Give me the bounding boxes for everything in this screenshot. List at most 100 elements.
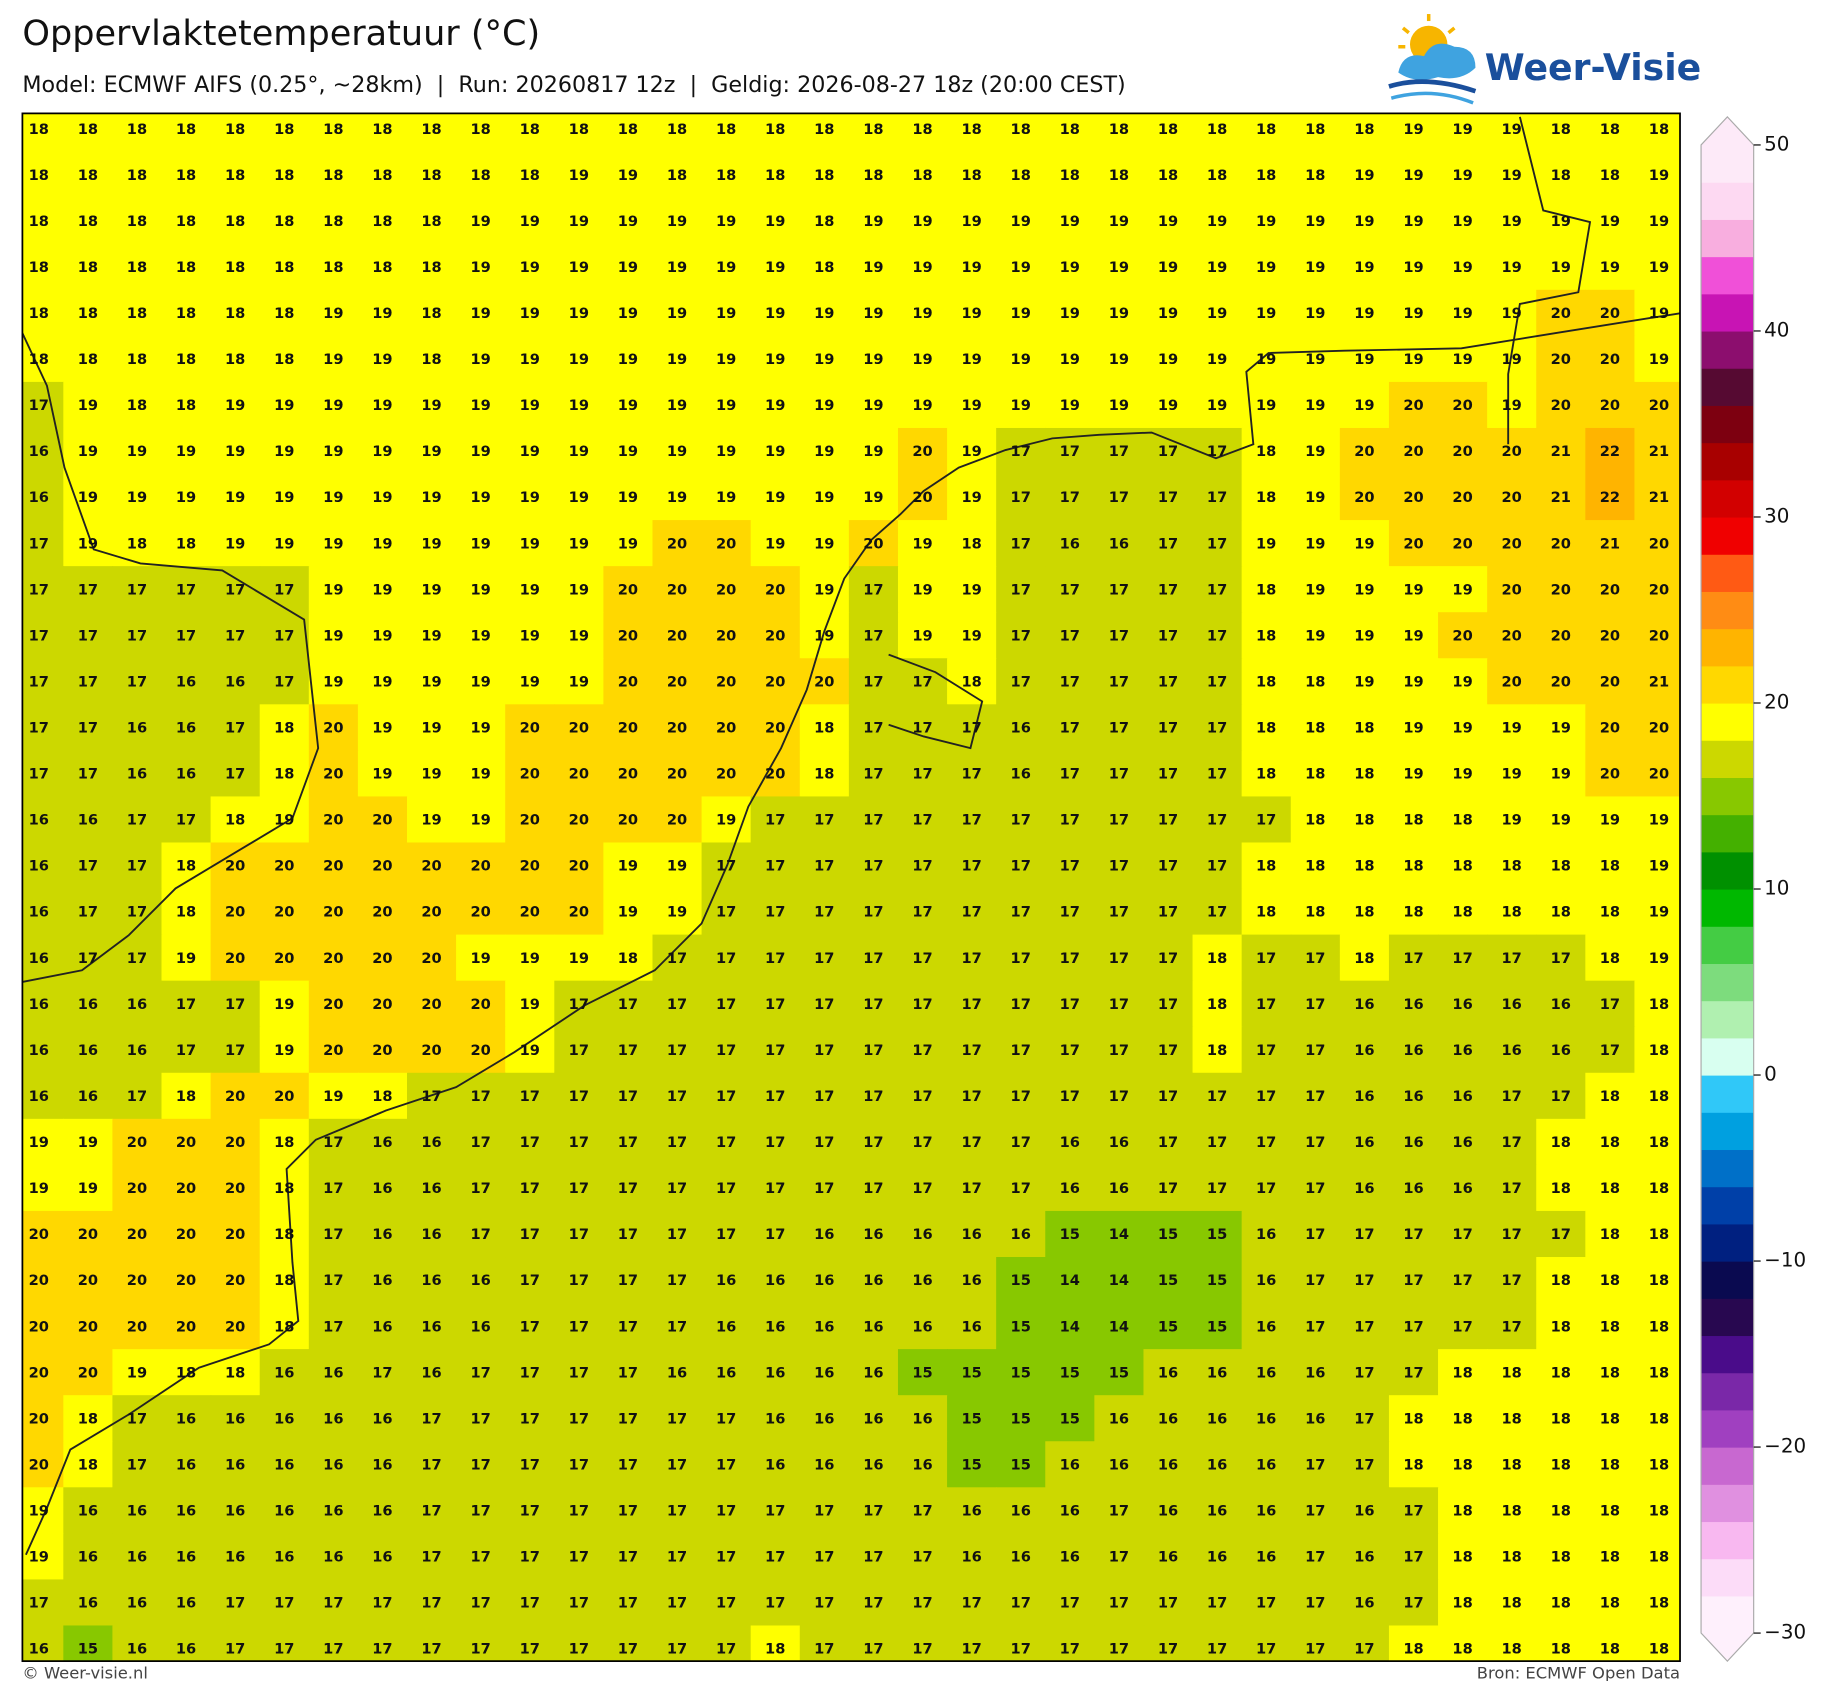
- grid-cell: [161, 888, 212, 936]
- grid-cell: [456, 1072, 506, 1120]
- grid-cell: [112, 1487, 163, 1535]
- value-label: 19: [78, 1180, 98, 1197]
- grid-cell: [161, 289, 212, 337]
- value-label: 18: [1649, 1180, 1669, 1197]
- colorbar-band: [1701, 1335, 1754, 1374]
- grid-cell: [554, 1303, 605, 1350]
- grid-cell: [308, 1487, 359, 1535]
- value-label: 20: [176, 1272, 196, 1289]
- value-label: 17: [912, 720, 932, 737]
- value-label: 19: [1354, 305, 1374, 322]
- grid-cell: [1094, 1210, 1145, 1258]
- value-label: 19: [372, 627, 392, 644]
- value-label: 15: [961, 1456, 981, 1473]
- grid-cell: [996, 151, 1046, 199]
- grid-cell: [505, 113, 555, 153]
- grid-cell: [161, 1026, 212, 1074]
- value-label: 18: [1600, 1549, 1620, 1566]
- grid-cell: [750, 1118, 801, 1166]
- value-label: 17: [176, 812, 196, 829]
- grid-cell: [259, 289, 310, 337]
- value-label: 20: [1354, 443, 1374, 460]
- grid-cell: [210, 1349, 261, 1396]
- grid-cell: [505, 1257, 555, 1304]
- grid-cell: [1438, 934, 1488, 982]
- grid-cell: [1438, 1210, 1488, 1258]
- colorbar-extend-bottom: [1701, 1633, 1754, 1662]
- grid-cell: [1388, 566, 1439, 613]
- value-label: 19: [274, 1042, 294, 1059]
- value-label: 19: [667, 858, 687, 875]
- value-label: 19: [765, 489, 785, 506]
- value-label: 20: [1600, 627, 1620, 644]
- grid-cell: [652, 658, 703, 706]
- value-label: 16: [1158, 1502, 1178, 1519]
- grid-cell: [1339, 888, 1390, 936]
- grid-cell: [799, 658, 850, 706]
- grid-cell: [259, 197, 310, 245]
- grid-cell: [210, 566, 261, 613]
- value-label: 17: [814, 950, 834, 967]
- value-label: 17: [961, 1042, 981, 1059]
- grid-cell: [1143, 1303, 1194, 1350]
- value-label: 16: [29, 950, 49, 967]
- grid-cell: [210, 1487, 261, 1535]
- value-label: 16: [1354, 1595, 1374, 1612]
- value-label: 20: [1649, 627, 1669, 644]
- value-label: 17: [961, 996, 981, 1013]
- value-label: 16: [912, 1226, 932, 1243]
- value-label: 19: [78, 1134, 98, 1151]
- value-label: 17: [127, 673, 147, 690]
- grid-cell: [1339, 197, 1390, 245]
- value-label: 17: [323, 1134, 343, 1151]
- grid-cell: [1339, 1395, 1390, 1442]
- grid-cell: [554, 1625, 605, 1662]
- grid-cell: [1438, 612, 1488, 659]
- value-label: 16: [127, 1502, 147, 1519]
- grid-cell: [406, 796, 457, 844]
- value-label: 18: [765, 121, 785, 138]
- grid-cell: [897, 1210, 948, 1258]
- value-label: 18: [1600, 1456, 1620, 1473]
- grid-cell: [603, 1257, 654, 1304]
- value-label: 20: [618, 766, 638, 783]
- grid-cell: [897, 980, 948, 1028]
- grid-cell: [357, 1395, 408, 1442]
- grid-cell: [1241, 658, 1292, 706]
- value-label: 19: [1354, 259, 1374, 276]
- grid-cell: [799, 1118, 850, 1166]
- grid-cell: [1290, 1625, 1341, 1662]
- grid-cell: [1045, 520, 1096, 567]
- value-label: 18: [274, 1180, 294, 1197]
- value-label: 17: [1305, 1226, 1325, 1243]
- grid-cell: [63, 750, 114, 798]
- value-label: 17: [1158, 996, 1178, 1013]
- value-label: 17: [1109, 673, 1129, 690]
- value-label: 16: [1354, 1502, 1374, 1519]
- grid-cell: [701, 381, 752, 429]
- value-label: 19: [1207, 259, 1227, 276]
- value-label: 17: [667, 1042, 687, 1059]
- value-label: 18: [274, 305, 294, 322]
- grid-cell: [505, 1303, 555, 1350]
- value-label: 19: [1158, 397, 1178, 414]
- value-label: 19: [618, 858, 638, 875]
- grid-cell: [1438, 474, 1488, 521]
- grid-cell: [1339, 289, 1390, 337]
- grid-cell: [701, 1026, 752, 1074]
- value-label: 16: [421, 1364, 441, 1381]
- grid-cell: [1487, 197, 1537, 245]
- value-label: 17: [520, 1180, 540, 1197]
- grid-cell: [554, 113, 605, 153]
- value-label: 17: [1403, 1272, 1423, 1289]
- value-label: 19: [225, 489, 245, 506]
- value-label: 16: [176, 720, 196, 737]
- grid-cell: [652, 1533, 703, 1581]
- value-label: 17: [814, 1502, 834, 1519]
- value-label: 17: [323, 1641, 343, 1658]
- value-label: 19: [1011, 397, 1031, 414]
- value-label: 20: [765, 581, 785, 598]
- grid-cell: [308, 750, 359, 798]
- grid-cell: [63, 474, 114, 521]
